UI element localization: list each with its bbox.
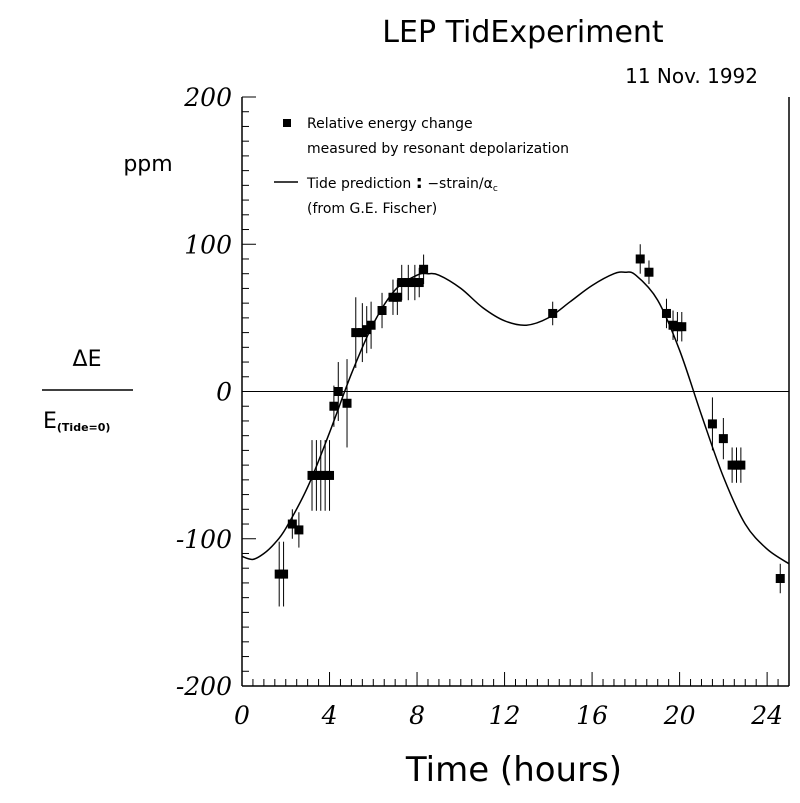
legend: Relative energy change measured by reson…	[274, 116, 569, 217]
data-point	[377, 306, 387, 316]
data-points	[274, 244, 785, 607]
data-point	[403, 278, 413, 288]
chart-title: LEP TidExperiment	[382, 15, 664, 50]
data-point	[329, 401, 339, 411]
y-unit-label: ppm	[123, 152, 172, 177]
tide-prediction-curve	[241, 271, 790, 565]
y-axis-label: ΔE E(Tide=0)	[42, 347, 133, 434]
data-point	[718, 434, 728, 444]
data-point	[351, 328, 361, 338]
data-point	[366, 320, 376, 330]
data-point	[644, 267, 654, 277]
data-point	[548, 308, 558, 318]
y-tick-label: -100	[176, 525, 232, 554]
x-tick-label: 4	[321, 701, 338, 730]
y-label-numerator: ΔE	[73, 347, 102, 372]
legend-point-marker	[283, 119, 291, 127]
data-point	[325, 470, 335, 480]
data-point	[736, 460, 746, 470]
legend-curve-formula-sub: c	[493, 184, 498, 194]
y-label-denominator-main: E	[43, 409, 57, 434]
data-point	[287, 519, 297, 529]
data-point	[661, 308, 671, 318]
y-tick-label: -200	[176, 672, 232, 701]
legend-curve-separator: :	[416, 172, 423, 193]
x-axis-label: Time (hours)	[405, 750, 622, 790]
legend-curve-formula: −strain/α	[427, 176, 493, 192]
x-tick-label: 24	[750, 701, 783, 730]
legend-curve-line2: (from G.E. Fischer)	[307, 201, 437, 217]
data-point	[707, 419, 717, 429]
y-label-denominator-sub: (Tide=0)	[57, 421, 111, 434]
data-point	[279, 569, 289, 579]
data-point	[419, 264, 429, 274]
x-tick-label: 16	[576, 701, 608, 730]
data-point	[294, 525, 304, 535]
data-point	[392, 292, 402, 302]
y-tick-label: 0	[216, 378, 232, 407]
chart-date: 11 Nov. 1992	[625, 64, 758, 88]
x-tick-label: 0	[234, 701, 250, 730]
x-tick-label: 20	[663, 701, 696, 730]
y-tick-label: 200	[183, 83, 232, 112]
data-point	[677, 322, 687, 332]
data-point	[775, 574, 785, 584]
tick-labels: -200 -100 0 100 200 0 4 8 12 16 20 24	[176, 83, 783, 730]
y-label-denominator: E(Tide=0)	[43, 409, 110, 434]
legend-curve-line1: Tide prediction : −strain/αc	[306, 172, 498, 194]
data-point	[397, 278, 407, 288]
major-ticks	[241, 96, 768, 687]
minor-ticks	[242, 111, 790, 686]
y-tick-label: 100	[184, 230, 232, 259]
data-point	[414, 278, 424, 288]
data-point	[333, 387, 343, 396]
legend-curve-prefix: Tide prediction	[306, 176, 411, 192]
data-point	[342, 398, 352, 408]
data-point	[635, 254, 645, 264]
legend-points-line1: Relative energy change	[307, 116, 473, 132]
legend-points-line2: measured by resonant depolarization	[307, 141, 569, 157]
x-tick-label: 12	[489, 701, 521, 730]
x-tick-label: 8	[409, 701, 425, 730]
